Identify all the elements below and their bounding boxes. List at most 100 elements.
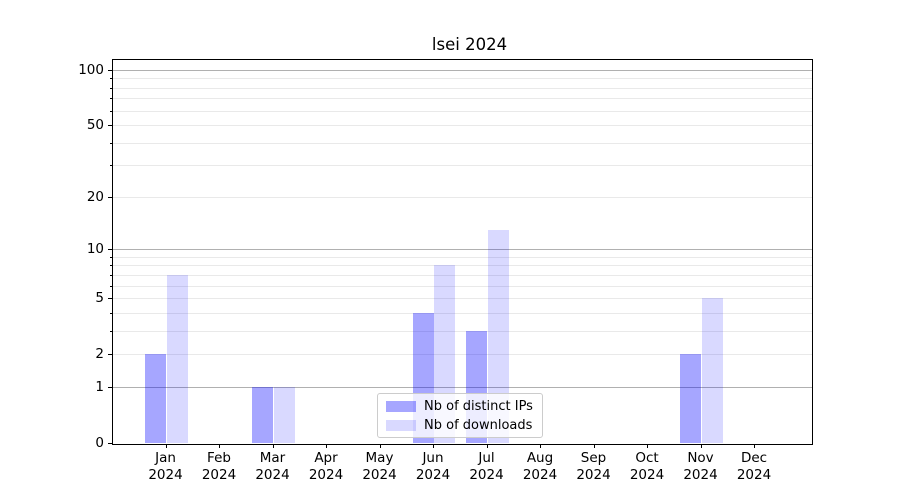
x-tick-label-year: 2024 bbox=[362, 467, 397, 483]
gridline-y-80 bbox=[113, 87, 812, 89]
x-tick-sep bbox=[593, 444, 595, 448]
x-tick-feb bbox=[219, 444, 220, 448]
x-tick-label-month: Mar bbox=[259, 450, 286, 466]
x-tick-label-month: Dec bbox=[740, 450, 768, 466]
x-tick-label-year: 2024 bbox=[415, 467, 451, 483]
x-tick-label-month: May bbox=[365, 450, 394, 466]
y-tick-100 bbox=[108, 70, 112, 71]
x-tick-label-year: 2024 bbox=[576, 467, 611, 483]
y-tick-50 bbox=[108, 125, 112, 127]
x-tick-label-jul: Jul 2024 bbox=[452, 450, 522, 484]
x-tick-jan bbox=[165, 444, 167, 448]
x-tick-label-apr: Apr 2024 bbox=[291, 450, 361, 484]
plot-area bbox=[112, 59, 813, 445]
x-tick-nov bbox=[700, 444, 702, 448]
y-tick-label-100: 100 bbox=[78, 62, 104, 78]
x-tick-label-oct: Oct 2024 bbox=[612, 450, 682, 484]
gridline-y-1 bbox=[113, 386, 812, 388]
x-tick-label-month: Jul bbox=[478, 450, 495, 466]
bar-nb-of-downloads-jul bbox=[487, 229, 509, 443]
x-tick-label-year: 2024 bbox=[148, 467, 183, 483]
gridline-y-30 bbox=[113, 165, 812, 167]
x-tick-aug bbox=[540, 444, 541, 448]
bar-nb-of-distinct-ips-nov bbox=[680, 354, 702, 443]
x-tick-jul bbox=[486, 444, 488, 448]
y-tick-label-2: 2 bbox=[95, 346, 104, 363]
y-tick-label-10: 10 bbox=[86, 241, 104, 258]
gridline-y-8 bbox=[113, 265, 812, 267]
gridline-y-6 bbox=[113, 285, 812, 287]
x-tick-mar bbox=[272, 444, 274, 448]
x-tick-label-jun: Jun 2024 bbox=[398, 450, 468, 484]
x-tick-label-sep: Sep 2024 bbox=[559, 450, 629, 484]
y-minor-tick-6 bbox=[110, 285, 112, 287]
y-tick-label-0: 0 bbox=[95, 435, 104, 451]
y-tick-label-50: 50 bbox=[86, 117, 104, 134]
x-tick-label-aug: Aug 2024 bbox=[505, 450, 575, 484]
gridline-y-4 bbox=[113, 312, 812, 314]
x-tick-label-month: Feb bbox=[207, 450, 231, 466]
gridline-y-70 bbox=[113, 98, 812, 100]
legend: Nb of distinct IPs Nb of downloads bbox=[377, 393, 543, 438]
y-minor-tick-40 bbox=[110, 142, 112, 144]
gridline-y-9 bbox=[113, 256, 812, 258]
gridline-y-50 bbox=[113, 125, 812, 127]
gridline-y-40 bbox=[113, 142, 812, 144]
y-tick-2 bbox=[108, 354, 112, 356]
gridline-y-5 bbox=[113, 298, 812, 300]
bar-nb-of-downloads-mar bbox=[273, 386, 295, 443]
x-tick-label-month: Apr bbox=[314, 450, 338, 466]
gridline-y-7 bbox=[113, 274, 812, 276]
bar-nb-of-downloads-jan bbox=[166, 274, 188, 443]
bar-nb-of-distinct-ips-mar bbox=[252, 386, 274, 443]
legend-label-downloads: Nb of downloads bbox=[424, 417, 533, 433]
y-minor-tick-4 bbox=[110, 312, 112, 314]
x-tick-label-year: 2024 bbox=[522, 467, 558, 483]
x-tick-label-month: Jun bbox=[422, 450, 444, 466]
x-tick-label-month: Sep bbox=[580, 450, 607, 466]
x-tick-may bbox=[379, 444, 381, 448]
y-tick-label-1: 1 bbox=[95, 378, 104, 395]
y-minor-tick-70 bbox=[110, 98, 112, 100]
gridline-y-3 bbox=[113, 330, 812, 332]
x-tick-label-may: May 2024 bbox=[345, 450, 415, 484]
x-tick-dec bbox=[754, 444, 755, 448]
x-tick-apr bbox=[326, 444, 327, 448]
x-tick-label-month: Jan bbox=[155, 450, 176, 466]
gridline-y-2 bbox=[113, 354, 812, 356]
x-tick-label-nov: Nov 2024 bbox=[666, 450, 736, 484]
x-tick-label-feb: Feb 2024 bbox=[184, 450, 254, 484]
x-tick-oct bbox=[647, 444, 648, 448]
y-tick-label-5: 5 bbox=[95, 290, 104, 307]
x-tick-label-year: 2024 bbox=[683, 467, 718, 483]
x-tick-label-year: 2024 bbox=[201, 467, 237, 483]
x-tick-label-year: 2024 bbox=[308, 467, 344, 483]
x-tick-label-year: 2024 bbox=[469, 467, 504, 483]
legend-swatch-distinct-ips bbox=[386, 400, 416, 412]
x-tick-label-year: 2024 bbox=[629, 467, 665, 483]
y-minor-tick-8 bbox=[110, 265, 112, 267]
x-tick-label-month: Oct bbox=[635, 450, 659, 466]
y-tick-5 bbox=[108, 298, 112, 300]
y-minor-tick-30 bbox=[110, 165, 112, 167]
y-tick-20 bbox=[108, 196, 112, 198]
y-minor-tick-3 bbox=[110, 330, 112, 332]
bar-nb-of-distinct-ips-jan bbox=[145, 354, 167, 443]
x-tick-label-month: Nov bbox=[687, 450, 714, 466]
x-tick-label-year: 2024 bbox=[255, 467, 290, 483]
x-tick-jun bbox=[433, 444, 434, 448]
gridline-y-60 bbox=[113, 110, 812, 112]
x-tick-label-mar: Mar 2024 bbox=[238, 450, 308, 484]
legend-item-distinct-ips: Nb of distinct IPs bbox=[386, 399, 534, 414]
y-tick-0 bbox=[108, 443, 112, 444]
x-tick-label-dec: Dec 2024 bbox=[719, 450, 789, 484]
gridline-y-10 bbox=[113, 249, 812, 251]
y-minor-tick-80 bbox=[110, 87, 112, 89]
chart-title: lsei 2024 bbox=[431, 35, 508, 54]
legend-item-downloads: Nb of downloads bbox=[386, 418, 534, 433]
gridline-y-90 bbox=[113, 78, 812, 80]
y-tick-1 bbox=[108, 386, 112, 388]
bar-nb-of-downloads-nov bbox=[701, 298, 723, 443]
legend-swatch-downloads bbox=[386, 419, 416, 431]
